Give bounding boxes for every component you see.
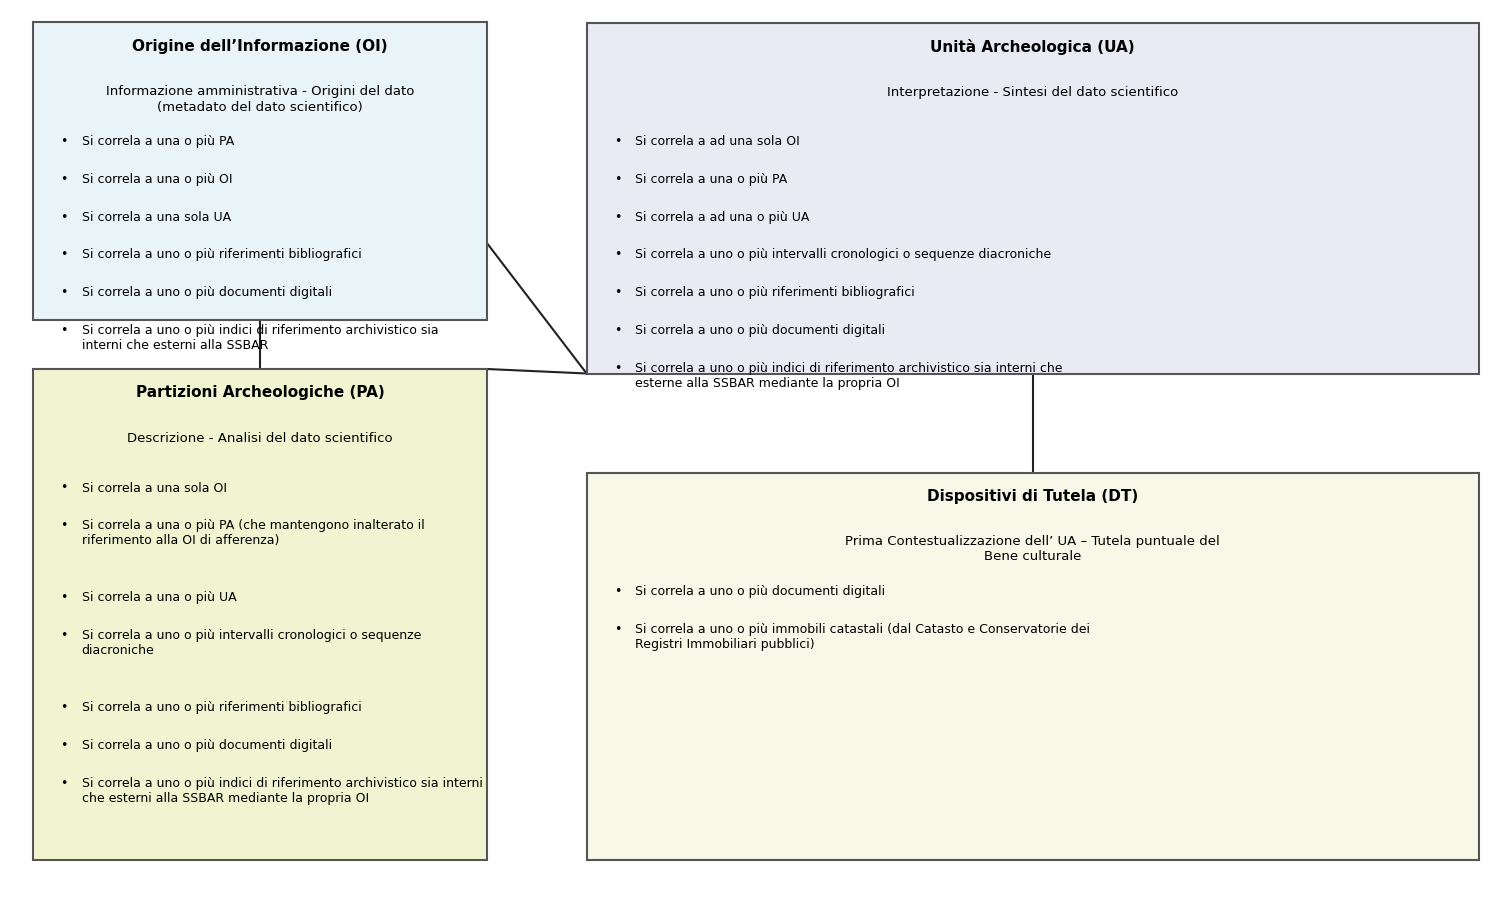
Text: Si correla a una o più PA: Si correla a una o più PA [82, 135, 234, 148]
Text: •: • [60, 701, 68, 714]
Text: Si correla a una sola UA: Si correla a una sola UA [82, 211, 231, 223]
Text: •: • [60, 324, 68, 337]
Text: Descrizione - Analisi del dato scientifico: Descrizione - Analisi del dato scientifi… [127, 432, 393, 445]
Text: •: • [614, 623, 621, 635]
Text: Si correla a uno o più indici di riferimento archivistico sia interni che
estern: Si correla a uno o più indici di riferim… [635, 362, 1063, 390]
Text: •: • [614, 286, 621, 299]
Bar [587, 472, 1479, 860]
Text: •: • [614, 248, 621, 261]
Text: Si correla a una o più OI: Si correla a una o più OI [82, 173, 233, 185]
Text: Si correla a uno o più riferimenti bibliografici: Si correla a uno o più riferimenti bibli… [635, 286, 915, 299]
Text: Si correla a uno o più documenti digitali: Si correla a uno o più documenti digital… [635, 585, 885, 598]
Text: Origine dell’Informazione (OI): Origine dell’Informazione (OI) [132, 39, 389, 54]
Text: •: • [614, 211, 621, 223]
Text: •: • [614, 324, 621, 337]
Text: Unità Archeologica (UA): Unità Archeologica (UA) [930, 39, 1136, 55]
Text: Si correla a ad una sola OI: Si correla a ad una sola OI [635, 135, 800, 148]
Text: Si correla a uno o più documenti digitali: Si correla a uno o più documenti digital… [82, 739, 331, 752]
Text: •: • [60, 777, 68, 789]
Text: Si correla a uno o più intervalli cronologici o sequenze
diacroniche: Si correla a uno o più intervalli cronol… [82, 629, 420, 657]
Text: Si correla a una o più PA: Si correla a una o più PA [635, 173, 788, 185]
Text: Si correla a una o più PA (che mantengono inalterato il
riferimento alla OI di a: Si correla a una o più PA (che mantengon… [82, 519, 425, 547]
Text: •: • [60, 629, 68, 642]
Text: Si correla a una o più UA: Si correla a una o più UA [82, 591, 236, 604]
Text: •: • [614, 362, 621, 374]
Text: Informazione amministrativa - Origini del dato
(metadato del dato scientifico): Informazione amministrativa - Origini de… [106, 86, 414, 113]
Text: •: • [60, 286, 68, 299]
Text: •: • [60, 739, 68, 752]
Text: Si correla a uno o più documenti digitali: Si correla a uno o più documenti digital… [635, 324, 885, 337]
Bar [33, 22, 487, 319]
Text: •: • [60, 173, 68, 185]
Text: Si correla a uno o più riferimenti bibliografici: Si correla a uno o più riferimenti bibli… [82, 248, 361, 261]
Text: •: • [614, 173, 621, 185]
Text: Si correla a uno o più indici di riferimento archivistico sia
interni che estern: Si correla a uno o più indici di riferim… [82, 324, 438, 352]
Text: Dispositivi di Tutela (DT): Dispositivi di Tutela (DT) [927, 489, 1139, 504]
Text: Si correla a uno o più indici di riferimento archivistico sia interni
che estern: Si correla a uno o più indici di riferim… [82, 777, 482, 805]
Text: Si correla a uno o più riferimenti bibliografici: Si correla a uno o più riferimenti bibli… [82, 701, 361, 714]
Text: •: • [614, 135, 621, 148]
Text: •: • [60, 519, 68, 532]
Bar [587, 22, 1479, 373]
Text: Partizioni Archeologiche (PA): Partizioni Archeologiche (PA) [136, 385, 384, 400]
Text: •: • [60, 482, 68, 494]
Text: Si correla a uno o più immobili catastali (dal Catasto e Conservatorie dei
Regis: Si correla a uno o più immobili catastal… [635, 623, 1090, 651]
Text: Si correla a uno o più intervalli cronologici o sequenze diacroniche: Si correla a uno o più intervalli cronol… [635, 248, 1051, 261]
Text: Prima Contestualizzazione dell’ UA – Tutela puntuale del
Bene culturale: Prima Contestualizzazione dell’ UA – Tut… [845, 536, 1220, 563]
Text: Si correla a una sola OI: Si correla a una sola OI [82, 482, 227, 494]
Text: •: • [614, 585, 621, 598]
Text: •: • [60, 211, 68, 223]
Text: Si correla a ad una o più UA: Si correla a ad una o più UA [635, 211, 809, 223]
Text: Si correla a uno o più documenti digitali: Si correla a uno o più documenti digital… [82, 286, 331, 299]
Bar [33, 369, 487, 860]
Text: Interpretazione - Sintesi del dato scientifico: Interpretazione - Sintesi del dato scien… [888, 86, 1178, 98]
Text: •: • [60, 135, 68, 148]
Text: •: • [60, 248, 68, 261]
Text: •: • [60, 591, 68, 604]
